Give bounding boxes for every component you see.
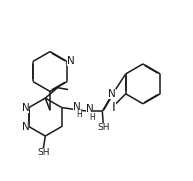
Text: N: N xyxy=(73,102,80,112)
Text: N: N xyxy=(22,103,29,113)
Text: H: H xyxy=(76,110,82,119)
Text: H: H xyxy=(90,113,95,122)
Text: N: N xyxy=(86,104,93,114)
Text: SH: SH xyxy=(37,148,50,157)
Text: N: N xyxy=(22,122,29,132)
Text: SH: SH xyxy=(97,123,109,132)
Text: I: I xyxy=(112,101,116,114)
Text: N: N xyxy=(67,56,74,66)
Text: N: N xyxy=(108,89,116,98)
